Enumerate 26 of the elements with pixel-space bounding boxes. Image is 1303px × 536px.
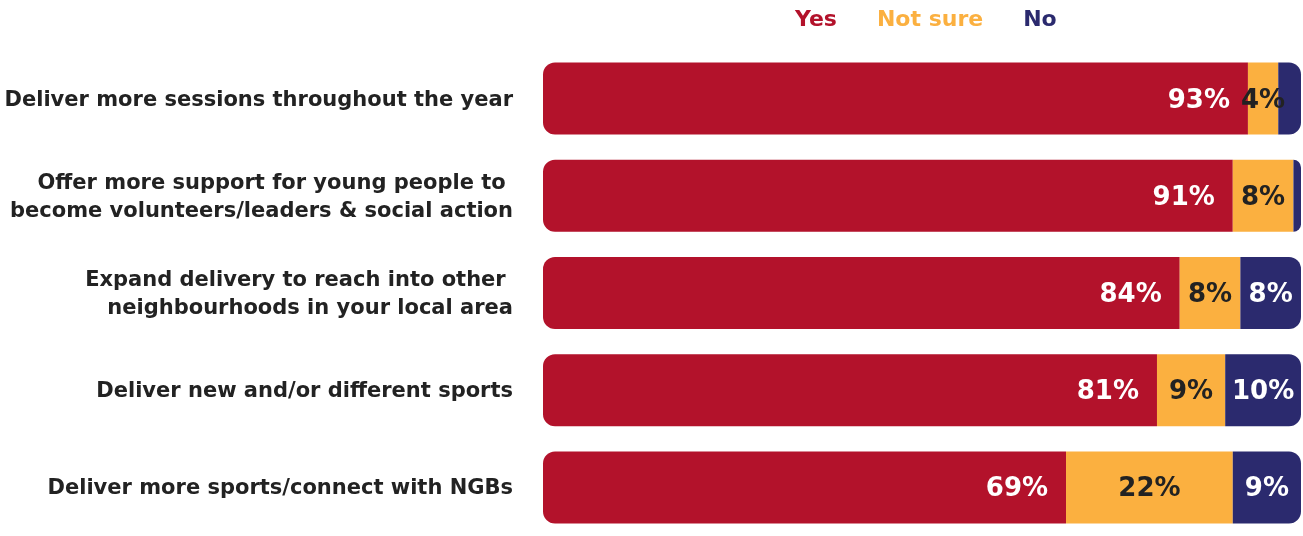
data-label: 9% <box>1244 472 1289 503</box>
data-label: 91% <box>1152 180 1215 211</box>
y-tick-label: Offer more support for young people to become volunteers/leaders & social action <box>9 169 513 222</box>
bar <box>543 451 1067 524</box>
y-tick-label: Expand delivery to reach into other neighbourhoods in your local area <box>85 267 513 319</box>
y-tick-label: Deliver more sports/connect with NGBs <box>47 475 513 500</box>
bar <box>543 257 1180 329</box>
y-tick-label: Deliver more sessions throughout the year <box>4 86 514 111</box>
bar <box>543 159 1233 232</box>
bar <box>543 354 1157 427</box>
data-label: 8% <box>1241 180 1286 211</box>
data-label: 81% <box>1076 375 1139 406</box>
data-label: 10% <box>1231 375 1295 406</box>
data-label: 69% <box>985 472 1049 503</box>
text: No <box>1023 5 1057 31</box>
data-label: 84% <box>1099 278 1162 308</box>
bar <box>1293 159 1301 232</box>
data-label: 22% <box>1118 472 1181 503</box>
data-label: 9% <box>1169 375 1214 406</box>
bar <box>1066 451 1233 524</box>
y-tick-label: Deliver new and/or different sports <box>96 378 513 403</box>
data-label: 93% <box>1167 83 1230 114</box>
data-label: 8% <box>1248 278 1293 308</box>
series-label: Yes <box>794 5 837 31</box>
text: Not sure <box>876 5 984 31</box>
data-label: 8% <box>1187 278 1233 308</box>
